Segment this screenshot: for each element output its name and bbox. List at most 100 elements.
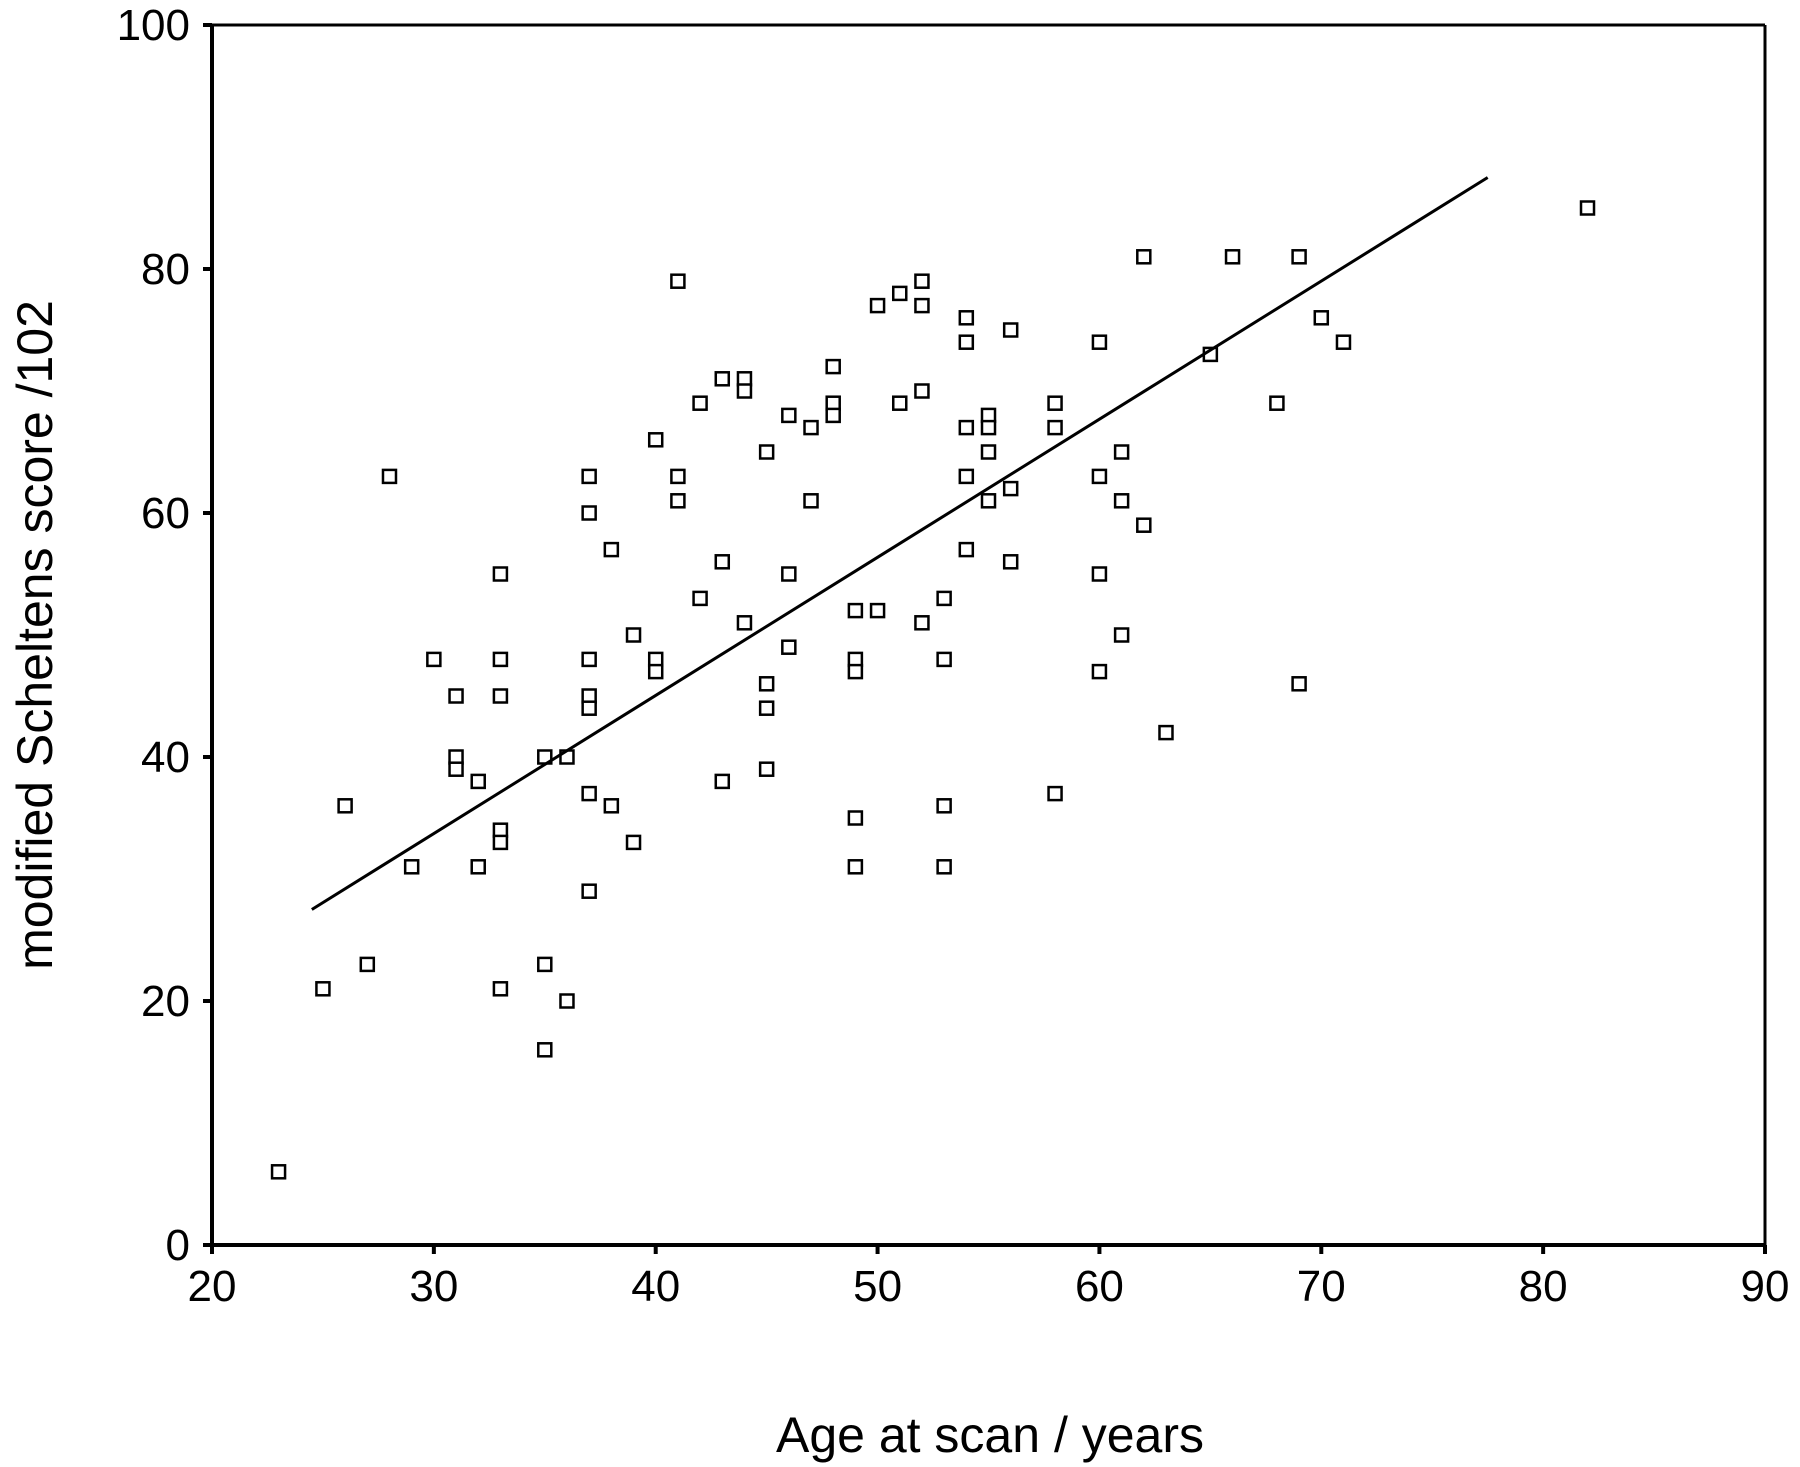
data-point bbox=[892, 395, 908, 411]
data-point bbox=[537, 1042, 553, 1058]
data-point bbox=[936, 590, 952, 607]
data-point bbox=[381, 468, 398, 485]
data-point bbox=[736, 615, 753, 631]
data-point bbox=[426, 651, 442, 668]
data-point bbox=[492, 566, 509, 582]
data-point bbox=[1335, 334, 1352, 350]
data-point bbox=[980, 419, 997, 436]
data-point bbox=[359, 956, 376, 973]
data-point bbox=[847, 810, 864, 826]
data-point bbox=[1002, 554, 1019, 570]
data-point bbox=[537, 956, 553, 973]
data-point bbox=[492, 981, 509, 997]
data-point bbox=[847, 663, 864, 680]
data-point bbox=[647, 432, 664, 448]
data-point bbox=[958, 310, 975, 326]
data-point bbox=[448, 761, 464, 777]
regression-line bbox=[311, 176, 1489, 911]
plot-frame bbox=[210, 23, 1767, 1247]
data-point bbox=[448, 688, 464, 704]
data-point bbox=[1047, 395, 1063, 411]
data-point bbox=[559, 993, 575, 1009]
data-point bbox=[670, 468, 686, 485]
data-point bbox=[958, 419, 975, 436]
x-tick-label: 60 bbox=[1075, 1262, 1124, 1311]
y-tick-label: 80 bbox=[141, 245, 190, 294]
x-tick-label: 40 bbox=[631, 1262, 680, 1311]
x-tick-label: 50 bbox=[853, 1262, 902, 1311]
data-point bbox=[581, 651, 597, 668]
data-point bbox=[581, 785, 597, 802]
data-point bbox=[914, 273, 930, 289]
data-point bbox=[758, 761, 775, 777]
y-axis-title: modified Scheltens score /102 bbox=[7, 300, 63, 970]
data-point bbox=[936, 859, 952, 875]
y-tick-label: 60 bbox=[141, 489, 190, 538]
data-point bbox=[1224, 249, 1241, 265]
data-point bbox=[781, 566, 797, 582]
data-point bbox=[1113, 493, 1130, 509]
data-point bbox=[1158, 724, 1174, 741]
data-point bbox=[581, 505, 597, 521]
data-point bbox=[470, 859, 486, 875]
data-point bbox=[1313, 310, 1330, 326]
data-point bbox=[980, 444, 997, 460]
data-point bbox=[1113, 444, 1130, 460]
data-point bbox=[625, 834, 642, 851]
data-point bbox=[692, 395, 708, 411]
data-point bbox=[781, 407, 797, 424]
data-point bbox=[1291, 676, 1307, 692]
data-point bbox=[847, 859, 864, 875]
data-point bbox=[758, 676, 775, 692]
data-point bbox=[1091, 334, 1108, 350]
data-point bbox=[803, 419, 819, 436]
data-point bbox=[914, 615, 930, 631]
data-point bbox=[803, 493, 819, 509]
data-point bbox=[1091, 468, 1108, 485]
data-point bbox=[758, 700, 775, 716]
data-point bbox=[781, 639, 797, 655]
data-point bbox=[825, 407, 841, 424]
x-axis-title: Age at scan / years bbox=[776, 1407, 1204, 1463]
data-point bbox=[714, 554, 731, 570]
data-point bbox=[315, 981, 331, 997]
data-point bbox=[270, 1164, 287, 1180]
x-tick-label: 70 bbox=[1297, 1262, 1346, 1311]
data-point bbox=[625, 627, 642, 643]
data-point bbox=[1047, 785, 1063, 802]
data-point bbox=[892, 285, 908, 302]
data-point bbox=[1269, 395, 1285, 411]
data-point bbox=[403, 859, 420, 875]
data-point bbox=[1291, 249, 1307, 265]
data-point bbox=[1002, 480, 1019, 497]
data-point bbox=[758, 444, 775, 460]
data-point bbox=[958, 334, 975, 350]
y-axis-ticks: 0 20 40 60 80 100 bbox=[117, 1, 212, 1270]
data-point bbox=[492, 688, 509, 704]
data-point bbox=[337, 798, 353, 814]
x-tick-label: 90 bbox=[1741, 1262, 1790, 1311]
y-tick-label: 100 bbox=[117, 1, 190, 50]
data-point bbox=[470, 773, 486, 790]
data-point bbox=[1136, 249, 1152, 265]
data-point bbox=[1579, 200, 1596, 216]
data-point bbox=[1113, 627, 1130, 643]
data-point bbox=[670, 273, 686, 289]
data-point bbox=[847, 602, 864, 619]
data-point bbox=[647, 663, 664, 680]
data-point bbox=[714, 371, 731, 387]
data-point bbox=[936, 798, 952, 814]
data-point bbox=[869, 602, 886, 619]
x-tick-label: 30 bbox=[409, 1262, 458, 1311]
y-tick-label: 0 bbox=[166, 1221, 190, 1270]
data-point bbox=[1047, 419, 1063, 436]
data-point bbox=[825, 358, 841, 375]
data-point bbox=[1136, 517, 1152, 533]
data-point bbox=[1091, 566, 1108, 582]
data-point bbox=[869, 297, 886, 314]
data-point bbox=[692, 590, 708, 607]
data-point bbox=[914, 297, 930, 314]
data-point bbox=[581, 883, 597, 899]
data-point bbox=[980, 493, 997, 509]
y-tick-label: 20 bbox=[141, 977, 190, 1026]
